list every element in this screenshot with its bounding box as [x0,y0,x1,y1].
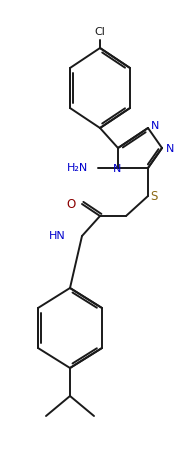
Text: O: O [67,198,76,211]
Text: HN: HN [49,231,66,241]
Text: N: N [166,144,174,154]
Text: S: S [150,190,158,203]
Text: N: N [151,121,159,131]
Text: Cl: Cl [95,27,105,37]
Text: H₂N: H₂N [67,163,88,173]
Text: N: N [113,164,121,174]
